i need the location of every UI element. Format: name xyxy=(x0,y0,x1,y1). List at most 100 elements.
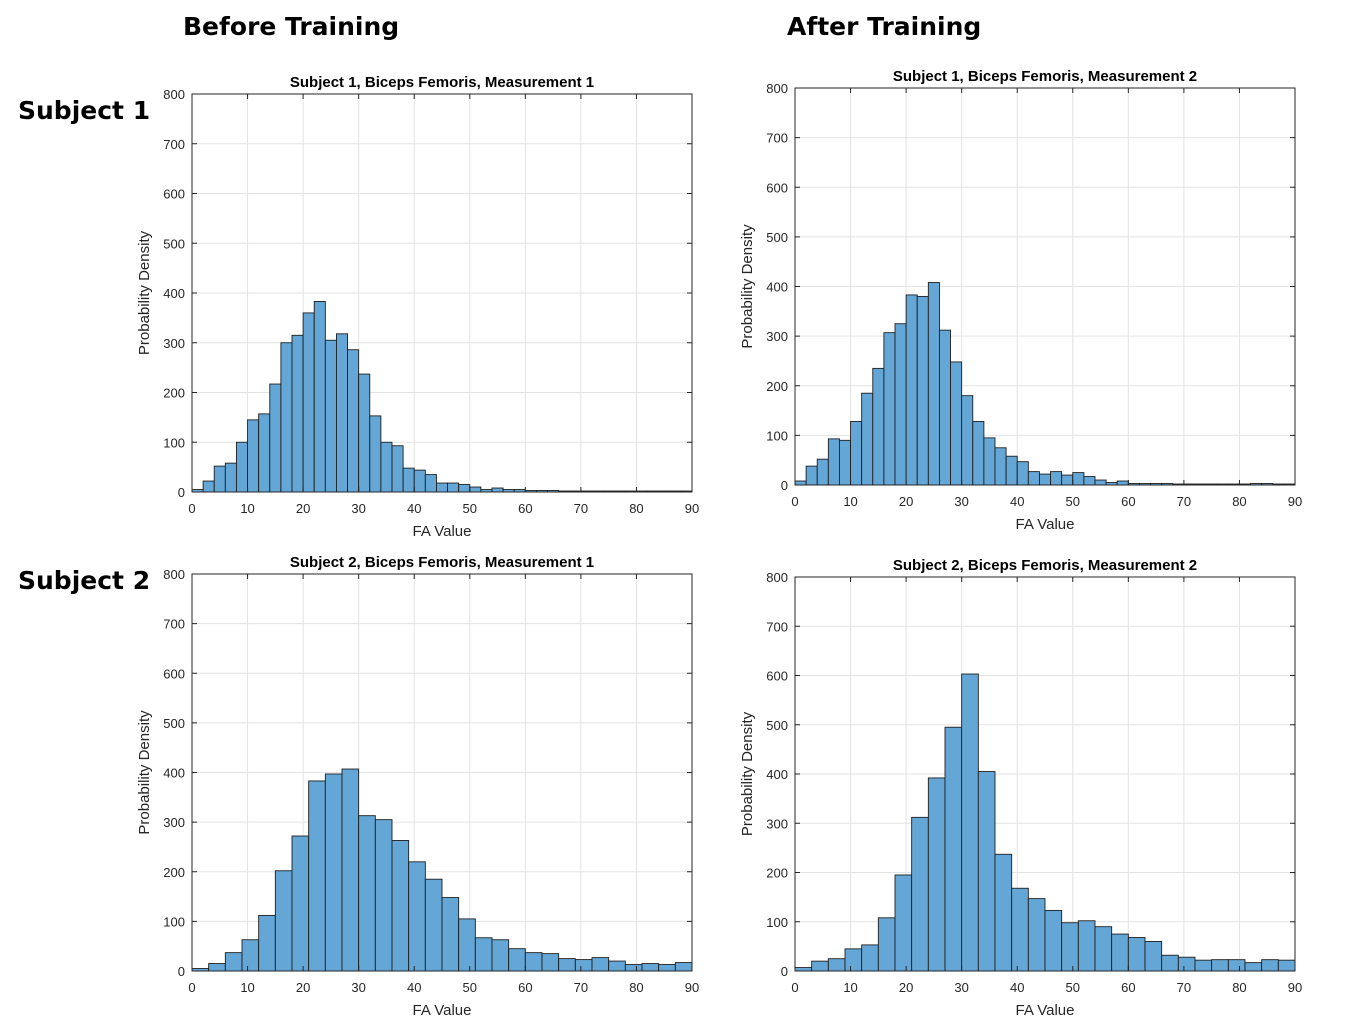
y-tick-label: 700 xyxy=(163,617,185,632)
histogram-bar xyxy=(1061,922,1079,972)
x-axis-label: FA Value xyxy=(413,1002,472,1019)
x-tick-label: 70 xyxy=(1177,980,1191,995)
x-tick-label: 40 xyxy=(1010,494,1024,509)
y-tick-label: 300 xyxy=(766,816,788,831)
y-tick-label: 500 xyxy=(766,230,788,245)
histogram-bar xyxy=(1011,887,1029,972)
column-heading-after: After Training xyxy=(787,12,982,41)
histogram-bar xyxy=(894,874,913,972)
x-tick-label: 10 xyxy=(843,494,857,509)
column-heading-before: Before Training xyxy=(183,12,400,41)
y-tick-label: 300 xyxy=(163,336,185,351)
y-tick-label: 200 xyxy=(766,379,788,394)
y-tick-label: 700 xyxy=(163,137,185,152)
y-axis-label: Probability Density xyxy=(739,711,756,836)
histogram-bar xyxy=(877,917,896,972)
chart-title: Subject 2, Biceps Femoris, Measurement 1 xyxy=(290,554,594,571)
histogram-bar xyxy=(1261,959,1279,972)
histogram-bar xyxy=(961,673,979,972)
x-tick-label: 20 xyxy=(899,980,913,995)
x-tick-label: 70 xyxy=(1177,494,1191,509)
x-tick-label: 40 xyxy=(407,501,421,516)
histogram-bar xyxy=(861,944,879,972)
histogram-bar xyxy=(1161,954,1179,972)
y-tick-label: 800 xyxy=(766,570,788,585)
y-tick-label: 600 xyxy=(766,180,788,195)
y-tick-label: 800 xyxy=(163,567,185,582)
x-tick-label: 30 xyxy=(351,501,365,516)
x-tick-label: 20 xyxy=(296,501,310,516)
row-heading-subject-2: Subject 2 xyxy=(18,566,151,595)
histogram-bar xyxy=(1027,898,1046,972)
x-tick-label: 60 xyxy=(1121,494,1135,509)
y-tick-label: 500 xyxy=(766,718,788,733)
y-tick-label: 200 xyxy=(163,386,185,401)
x-tick-label: 30 xyxy=(954,980,968,995)
x-tick-label: 20 xyxy=(296,980,310,995)
y-tick-label: 400 xyxy=(766,280,788,295)
x-tick-label: 0 xyxy=(188,501,195,516)
x-tick-label: 80 xyxy=(629,980,643,995)
histogram-bar xyxy=(911,816,929,972)
y-tick-label: 400 xyxy=(766,767,788,782)
y-tick-label: 200 xyxy=(163,865,185,880)
x-tick-label: 80 xyxy=(1232,494,1246,509)
y-tick-label: 600 xyxy=(766,669,788,684)
histogram-bar xyxy=(977,771,996,972)
x-tick-label: 70 xyxy=(574,501,588,516)
x-tick-label: 0 xyxy=(791,980,798,995)
histogram-bar xyxy=(844,948,863,972)
y-tick-label: 100 xyxy=(766,915,788,930)
x-tick-label: 40 xyxy=(1010,980,1024,995)
histogram-bar xyxy=(1244,962,1263,972)
y-tick-label: 800 xyxy=(766,81,788,96)
x-axis-label: FA Value xyxy=(1016,1002,1075,1019)
y-tick-label: 500 xyxy=(163,716,185,731)
y-tick-label: 600 xyxy=(163,187,185,202)
histogram-bar xyxy=(1094,926,1113,972)
chart-title: Subject 1, Biceps Femoris, Measurement 2 xyxy=(893,68,1197,85)
y-tick-label: 0 xyxy=(178,485,185,500)
x-tick-label: 90 xyxy=(1288,980,1302,995)
x-axis-label: FA Value xyxy=(413,523,472,540)
y-axis-label: Probability Density xyxy=(739,224,756,349)
x-tick-label: 90 xyxy=(1288,494,1302,509)
y-tick-label: 300 xyxy=(766,329,788,344)
y-tick-label: 300 xyxy=(163,815,185,830)
x-tick-label: 70 xyxy=(574,980,588,995)
y-axis-label: Probability Density xyxy=(136,710,153,835)
y-tick-label: 200 xyxy=(766,866,788,881)
histogram-bar xyxy=(1194,959,1213,972)
histogram-bar xyxy=(1111,933,1129,972)
y-tick-label: 700 xyxy=(766,131,788,146)
y-tick-label: 500 xyxy=(163,236,185,251)
histogram-bar xyxy=(1044,909,1063,972)
y-tick-label: 0 xyxy=(781,964,788,979)
x-tick-label: 10 xyxy=(843,980,857,995)
histogram-bar xyxy=(827,958,846,972)
x-tick-label: 10 xyxy=(240,501,254,516)
x-tick-label: 30 xyxy=(954,494,968,509)
histogram-bar xyxy=(1211,959,1229,972)
chart-title: Subject 1, Biceps Femoris, Measurement 1 xyxy=(290,74,594,91)
histogram-bar xyxy=(994,853,1013,972)
x-tick-label: 90 xyxy=(685,980,699,995)
x-tick-label: 60 xyxy=(518,501,532,516)
histogram-bar xyxy=(1144,941,1163,972)
y-tick-label: 400 xyxy=(163,766,185,781)
y-tick-label: 0 xyxy=(178,964,185,979)
x-tick-label: 80 xyxy=(1232,980,1246,995)
x-tick-label: 40 xyxy=(407,980,421,995)
y-tick-label: 100 xyxy=(163,914,185,929)
y-axis-label: Probability Density xyxy=(136,230,153,355)
x-tick-label: 10 xyxy=(240,980,254,995)
histogram-bar xyxy=(811,960,829,972)
y-tick-label: 800 xyxy=(163,87,185,102)
y-tick-label: 700 xyxy=(766,619,788,634)
y-tick-label: 0 xyxy=(781,478,788,493)
x-axis-label: FA Value xyxy=(1016,516,1075,533)
